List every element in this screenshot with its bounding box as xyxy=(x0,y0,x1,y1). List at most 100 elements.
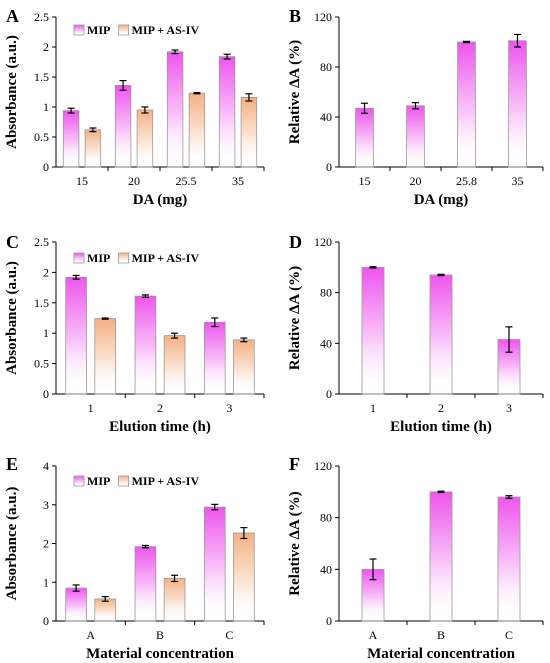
bar xyxy=(406,105,425,168)
y-axis-label: Relative ΔA (%) xyxy=(287,40,303,144)
legend-entry: MIP xyxy=(87,251,110,265)
bar xyxy=(218,56,236,168)
y-tick-label: 80 xyxy=(320,286,332,300)
legend-entry: MIP + AS-IV xyxy=(132,474,200,488)
panel-letter: B xyxy=(289,6,301,26)
bar xyxy=(65,587,87,622)
y-tick-label: 80 xyxy=(320,60,332,74)
bar xyxy=(233,532,255,622)
y-tick-label: 0 xyxy=(43,387,49,401)
y-tick-label: 1 xyxy=(43,100,49,114)
y-tick-label: 40 xyxy=(320,110,332,124)
chart-panel-a: A 0 0.5 1 1.5 2 2.5 15 20 25.5 35 DA (mg) Absorbance… xyxy=(4,6,265,208)
x-tick-label: 20 xyxy=(410,174,422,188)
bar xyxy=(508,40,527,168)
y-axis-label: Relative ΔA (%) xyxy=(287,266,303,370)
y-tick-label: 4 xyxy=(43,459,49,473)
bar xyxy=(203,506,226,622)
y-tick-label: 2.5 xyxy=(34,235,49,249)
legend-entry: MIP + AS-IV xyxy=(132,251,200,265)
y-tick-label: 0 xyxy=(326,160,332,174)
x-tick-label: 2 xyxy=(157,401,163,415)
x-tick-label: B xyxy=(156,628,164,642)
y-tick-label: 40 xyxy=(320,336,332,350)
bar xyxy=(203,321,226,395)
y-tick-label: 1 xyxy=(43,575,49,589)
x-tick-label: A xyxy=(86,628,95,642)
chart-panel-f: F 0 40 80 120 A B C Material concentration Relati… xyxy=(287,454,544,662)
bar xyxy=(429,491,453,622)
legend-swatch xyxy=(73,24,85,36)
chart-panel-c: C 0 0.5 1 1.5 2 2.5 1 2 3 Elution time (h) Absorban… xyxy=(4,232,265,435)
bar xyxy=(84,129,102,168)
y-tick-label: 120 xyxy=(314,235,332,249)
legend-entry: MIP xyxy=(87,474,110,488)
x-axis-label: DA (mg) xyxy=(133,192,188,208)
x-tick-label: 25.8 xyxy=(456,174,477,188)
x-tick-label: B xyxy=(437,628,445,642)
legend-swatch xyxy=(118,475,129,487)
bar xyxy=(233,339,255,395)
y-tick-label: 120 xyxy=(314,10,332,24)
y-tick-label: 2 xyxy=(43,537,49,551)
y-tick-label: 1 xyxy=(43,326,49,340)
x-tick-label: 1 xyxy=(370,401,376,415)
x-tick-label: C xyxy=(225,628,233,642)
x-tick-label: A xyxy=(369,628,378,642)
bar xyxy=(163,577,186,622)
y-tick-label: 0.5 xyxy=(34,130,49,144)
legend-entry: MIP xyxy=(87,23,110,37)
bar xyxy=(355,107,374,168)
x-tick-label: 3 xyxy=(506,401,512,415)
x-tick-label: 15 xyxy=(76,174,88,188)
bar xyxy=(134,295,157,395)
y-tick-label: 1.5 xyxy=(34,70,49,84)
bar xyxy=(361,266,385,395)
x-axis-label: Elution time (h) xyxy=(390,419,492,435)
bar xyxy=(163,335,186,395)
y-tick-label: 80 xyxy=(320,511,332,525)
y-axis-label: Absorbance (a.u.) xyxy=(4,487,20,601)
bar xyxy=(166,51,184,168)
y-tick-label: 2 xyxy=(43,40,49,54)
bar xyxy=(497,496,521,622)
legend-swatch xyxy=(73,252,85,264)
x-axis-label: Material concentration xyxy=(367,646,516,662)
legend-swatch xyxy=(73,475,85,487)
y-tick-label: 0 xyxy=(43,614,49,628)
y-axis-label: Absorbance (a.u.) xyxy=(4,261,20,375)
y-tick-label: 2 xyxy=(43,265,49,279)
chart-panel-d: D 0 40 80 120 1 2 3 Elution time (h) Relative ΔA … xyxy=(287,232,544,435)
x-axis-label: Elution time (h) xyxy=(109,419,211,435)
x-tick-label: 25.5 xyxy=(176,174,197,188)
y-axis-label: Relative ΔA (%) xyxy=(287,491,303,595)
panel-letter: C xyxy=(6,232,19,252)
x-tick-label: 15 xyxy=(359,174,371,188)
y-tick-label: 2.5 xyxy=(34,10,49,24)
bar xyxy=(65,276,87,395)
x-tick-label: 35 xyxy=(512,174,524,188)
x-tick-label: C xyxy=(505,628,513,642)
y-tick-label: 3 xyxy=(43,498,49,512)
bar xyxy=(134,546,157,622)
panel-letter: A xyxy=(6,6,19,26)
y-tick-label: 0 xyxy=(326,614,332,628)
x-tick-label: 3 xyxy=(226,401,232,415)
bar xyxy=(114,85,132,168)
legend-swatch xyxy=(118,24,129,36)
y-tick-label: 0.5 xyxy=(34,357,49,371)
x-tick-label: 1 xyxy=(88,401,94,415)
bar xyxy=(94,598,117,622)
y-tick-label: 1.5 xyxy=(34,296,49,310)
panel-letter: D xyxy=(289,232,302,252)
legend-entry: MIP + AS-IV xyxy=(132,23,200,37)
x-axis-label: Material concentration xyxy=(86,646,235,662)
y-tick-label: 0 xyxy=(326,387,332,401)
bar xyxy=(429,274,453,395)
bar xyxy=(188,92,206,168)
chart-panel-b: B 0 40 80 120 15 20 25.8 35 DA (mg) Relative ΔA (%… xyxy=(287,6,544,208)
y-tick-label: 40 xyxy=(320,562,332,576)
x-tick-label: 2 xyxy=(438,401,444,415)
x-tick-label: 35 xyxy=(232,174,244,188)
